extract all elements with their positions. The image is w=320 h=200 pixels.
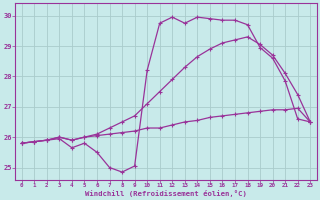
X-axis label: Windchill (Refroidissement éolien,°C): Windchill (Refroidissement éolien,°C) — [85, 190, 247, 197]
